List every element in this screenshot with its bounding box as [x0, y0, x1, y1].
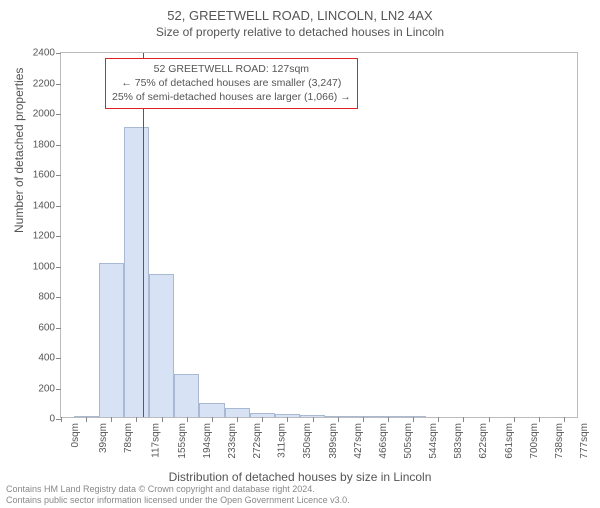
- page-title-line2: Size of property relative to detached ho…: [0, 25, 600, 39]
- callout-line1: 52 GREETWELL ROAD: 127sqm: [112, 62, 351, 76]
- x-tick-label: 78sqm: [123, 423, 134, 453]
- x-tick-label: 155sqm: [176, 423, 187, 459]
- histogram-bar: [124, 127, 149, 418]
- histogram-bar: [350, 416, 375, 417]
- y-tick-label: 0: [49, 414, 55, 425]
- x-tick-label: 777sqm: [579, 423, 590, 459]
- x-tick-label: 0sqm: [70, 423, 81, 447]
- page-title-line1: 52, GREETWELL ROAD, LINCOLN, LN2 4AX: [0, 8, 600, 23]
- callout-line2: ← 75% of detached houses are smaller (3,…: [112, 76, 351, 90]
- y-tick-label: 1000: [33, 261, 55, 272]
- y-tick-label: 800: [38, 292, 55, 303]
- histogram-bar: [250, 413, 275, 417]
- y-tick-label: 600: [38, 322, 55, 333]
- y-tick-label: 200: [38, 383, 55, 394]
- histogram-bar: [300, 415, 325, 417]
- histogram-bar: [149, 274, 174, 417]
- histogram-bar: [199, 403, 224, 417]
- x-tick-label: 350sqm: [302, 423, 313, 459]
- x-axis-label: Distribution of detached houses by size …: [0, 470, 600, 484]
- y-tick-label: 1400: [33, 200, 55, 211]
- callout-box: 52 GREETWELL ROAD: 127sqm← 75% of detach…: [105, 58, 358, 109]
- histogram-bar: [375, 416, 400, 417]
- y-tick-label: 1200: [33, 231, 55, 242]
- x-tick-label: 466sqm: [378, 423, 389, 459]
- x-tick-label: 272sqm: [252, 423, 263, 459]
- y-tick-label: 2200: [33, 78, 55, 89]
- histogram-bar: [401, 416, 426, 417]
- x-tick-label: 738sqm: [554, 423, 565, 459]
- y-axis-label: Number of detached properties: [12, 68, 26, 233]
- callout-line3: 25% of semi-detached houses are larger (…: [112, 90, 351, 104]
- x-tick-label: 583sqm: [453, 423, 464, 459]
- x-tick-label: 544sqm: [428, 423, 439, 459]
- y-tick-label: 400: [38, 353, 55, 364]
- x-tick-label: 505sqm: [403, 423, 414, 459]
- x-tick-label: 39sqm: [98, 423, 109, 453]
- histogram-bar: [325, 416, 350, 417]
- histogram-bar: [99, 263, 124, 417]
- y-tick-label: 1800: [33, 139, 55, 150]
- plot-area: 0200400600800100012001400160018002000220…: [60, 52, 578, 418]
- license-footer: Contains HM Land Registry data © Crown c…: [6, 484, 350, 507]
- histogram-bar: [275, 414, 300, 417]
- y-tick-label: 2400: [33, 48, 55, 59]
- x-tick-label: 117sqm: [151, 423, 162, 458]
- footer-line2: Contains public sector information licen…: [6, 495, 350, 506]
- y-tick-label: 2000: [33, 109, 55, 120]
- x-tick-label: 700sqm: [529, 423, 540, 459]
- x-tick-label: 427sqm: [352, 423, 363, 459]
- histogram-bar: [74, 416, 99, 417]
- x-tick-label: 233sqm: [227, 423, 238, 459]
- footer-line1: Contains HM Land Registry data © Crown c…: [6, 484, 350, 495]
- x-tick-label: 389sqm: [327, 423, 338, 459]
- histogram-bar: [174, 374, 199, 417]
- y-tick-label: 1600: [33, 170, 55, 181]
- x-tick-label: 311sqm: [277, 423, 288, 458]
- x-tick-label: 661sqm: [503, 423, 514, 459]
- x-tick-label: 194sqm: [202, 423, 213, 459]
- histogram-chart: 0200400600800100012001400160018002000220…: [60, 52, 578, 418]
- x-tick-label: 622sqm: [478, 423, 489, 459]
- histogram-bar: [225, 408, 250, 417]
